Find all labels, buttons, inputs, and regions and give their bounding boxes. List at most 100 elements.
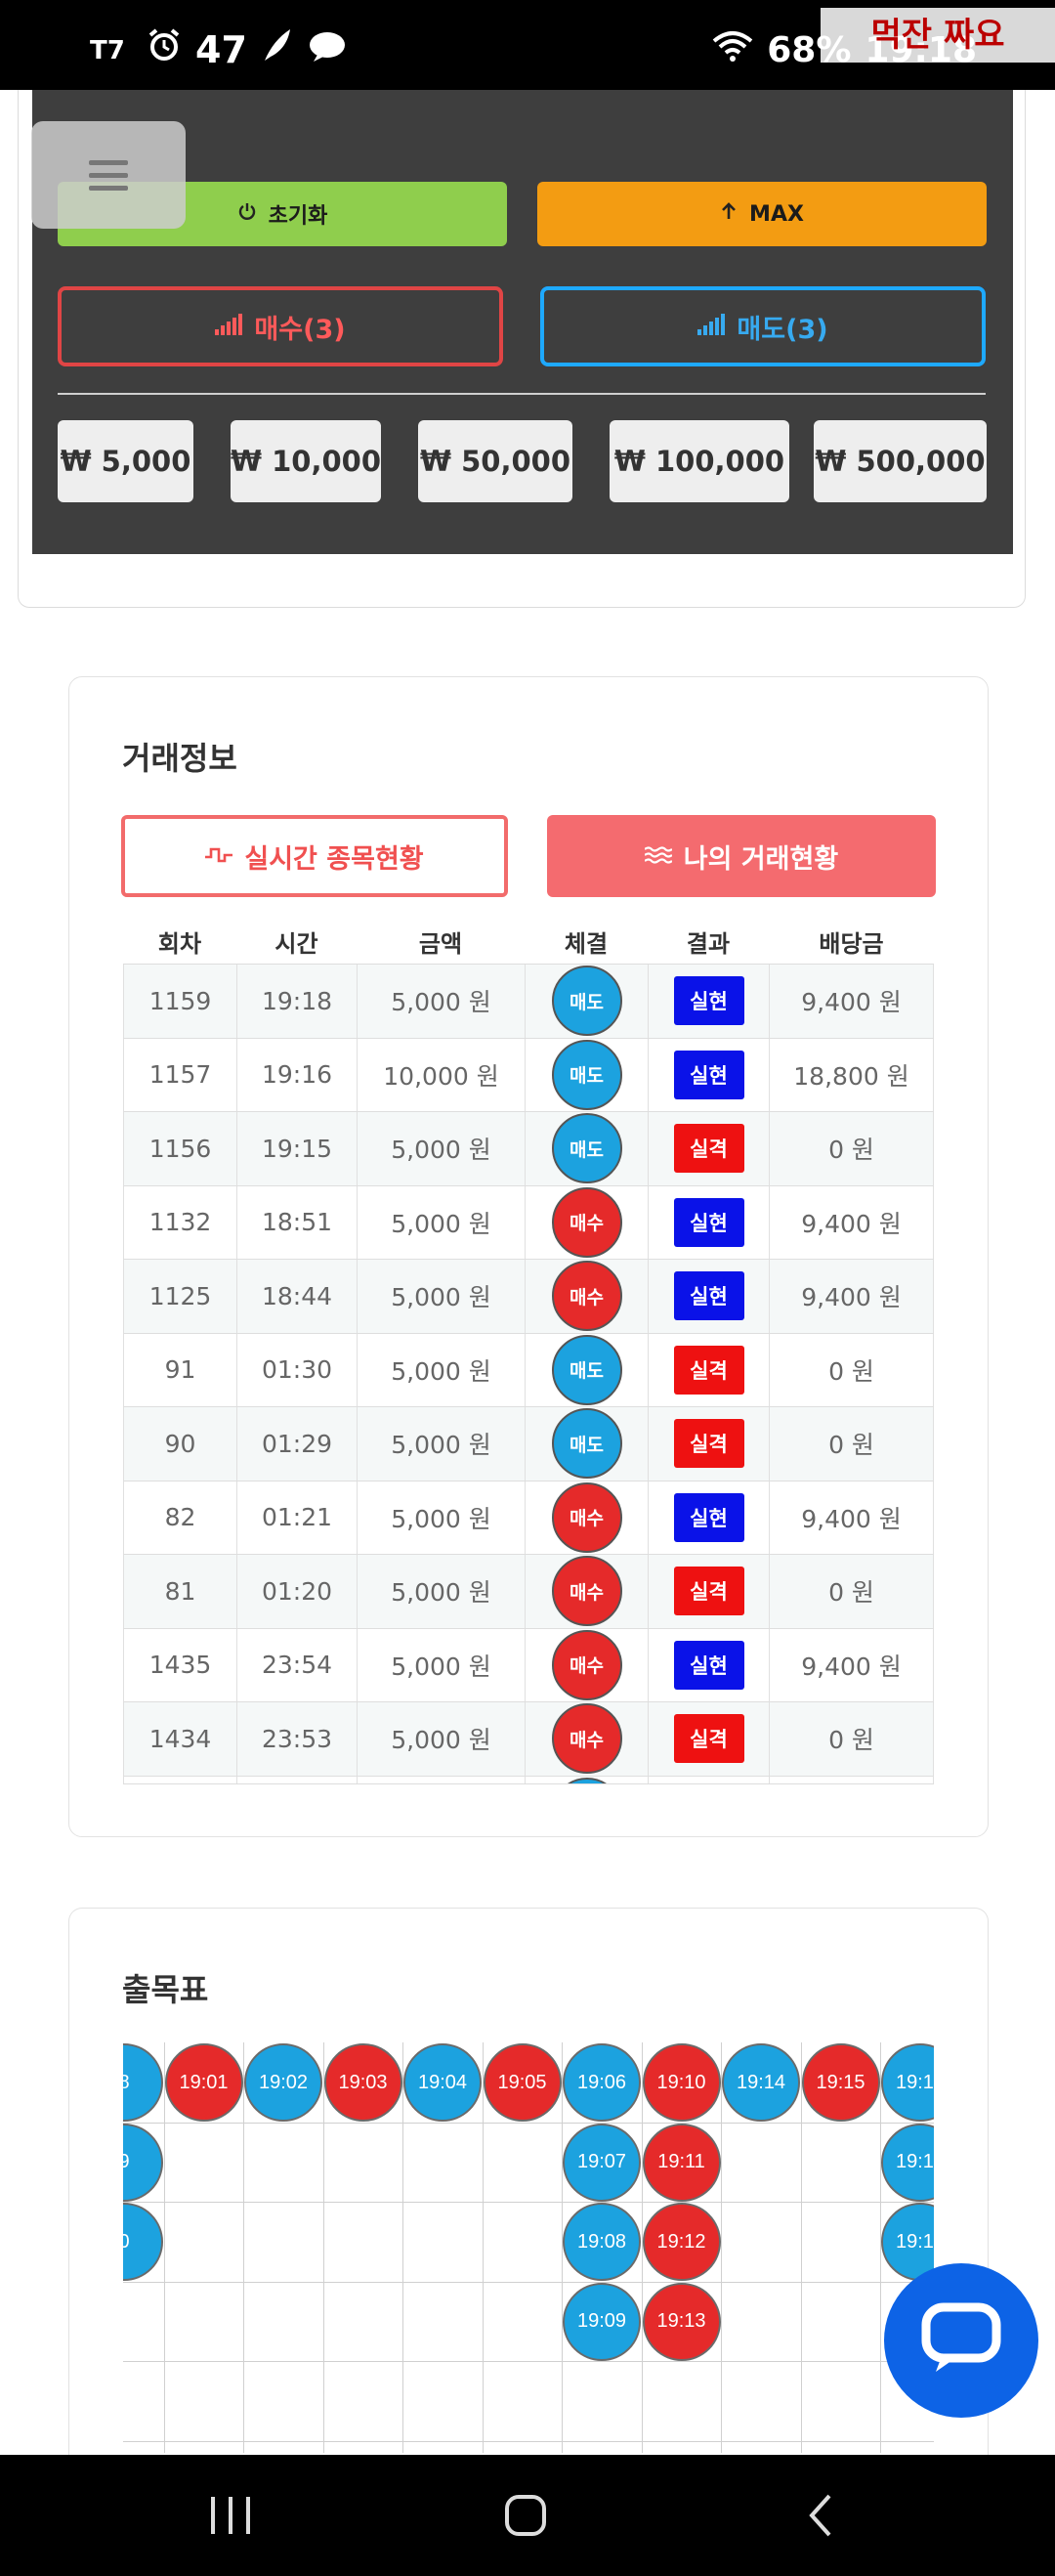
- cell-result: 실현: [648, 1038, 769, 1111]
- header-round: 회차: [157, 930, 202, 958]
- sell-badge: 매도: [551, 966, 622, 1037]
- result-ball-blue: 19:16: [881, 2043, 934, 2122]
- status-bar: T7 47 68% 19:18 먹잔 짜요: [0, 0, 1055, 90]
- cell-amount: 5,000 원: [357, 1628, 525, 1701]
- failed-badge: 실격: [673, 1124, 744, 1174]
- table-row: 82 01:21 5,000 원 매수 실현 9,400 원: [123, 1481, 934, 1555]
- result-ball-blue: 19:06: [563, 2043, 641, 2122]
- sell-badge: 매도: [551, 1113, 622, 1184]
- cell-payout: 0 원: [769, 1333, 934, 1406]
- tab-live-status[interactable]: 실시간 종목현황: [121, 815, 508, 897]
- cell-payout: 9,400 원: [769, 1260, 934, 1333]
- amount-button-50000[interactable]: ₩ 50,000: [418, 420, 572, 502]
- cell-execution: 매도: [525, 1333, 648, 1406]
- cell-payout: 0 원: [769, 1112, 934, 1185]
- header-result: 결과: [686, 930, 731, 958]
- table-row: 1434 23:53 5,000 원 매수 실격 0 원: [123, 1702, 934, 1777]
- cell-time: 01:30: [236, 1333, 357, 1406]
- cell-amount: 5,000 원: [357, 1333, 525, 1406]
- cell-payout: 9,400 원: [769, 965, 934, 1038]
- cell-time: 01:20: [236, 1555, 357, 1628]
- cell-time: 19:16: [236, 1038, 357, 1111]
- signal-bars-icon: [215, 312, 243, 342]
- table-row: 91 01:30 5,000 원 매도 실격 0 원: [123, 1333, 934, 1407]
- cell-execution: 매수: [525, 1481, 648, 1554]
- table-row: 1435 23:54 5,000 원 매수 실현 9,400 원: [123, 1628, 934, 1702]
- header-execution: 체결: [564, 930, 609, 958]
- cell-execution: 매도: [525, 1407, 648, 1481]
- panel-divider: [58, 393, 986, 395]
- cell-execution: 매도: [525, 1112, 648, 1185]
- realized-badge: 실현: [673, 1640, 744, 1690]
- header-amount: 금액: [418, 930, 463, 958]
- hamburger-line: [89, 172, 128, 178]
- result-ball-blue: 19:08: [563, 2203, 641, 2281]
- sell-badge: 매도: [551, 1777, 622, 1783]
- amount-button-500000[interactable]: ₩ 500,000: [814, 420, 987, 502]
- svg-text:T7: T7: [90, 36, 125, 63]
- cell-execution: 매수: [525, 1260, 648, 1333]
- table-row: 1125 18:44 5,000 원 매수 실현 9,400 원: [123, 1260, 934, 1334]
- cell-amount: 5,000 원: [357, 1112, 525, 1185]
- cell-payout: 0 원: [769, 1407, 934, 1481]
- cell-payout: 0 원: [769, 1702, 934, 1776]
- table-row: 1156 19:15 5,000 원 매도 실격 0 원: [123, 1112, 934, 1186]
- cell-payout: [769, 1776, 934, 1783]
- tab-live-label: 실시간 종목현황: [244, 843, 424, 875]
- navigation-bar: [0, 2455, 1055, 2576]
- wifi-icon: [712, 29, 753, 71]
- cell-result: 실현: [648, 1185, 769, 1259]
- watermark-logo: 먹잔 짜요: [821, 8, 1055, 63]
- table-row: 90 01:29 5,000 원 매도 실격 0 원: [123, 1407, 934, 1481]
- sell-button[interactable]: 매도(3): [540, 286, 986, 366]
- buy-label: 매수(3): [254, 314, 346, 345]
- cell-time: 19:15: [236, 1112, 357, 1185]
- result-ball-red: 19:05: [483, 2043, 562, 2122]
- cell-execution: 매도: [525, 965, 648, 1038]
- signal-bars-icon: [697, 312, 726, 342]
- app-notification-icon: T7: [90, 28, 133, 71]
- hamburger-menu-button[interactable]: [31, 121, 186, 229]
- cell-round: 1132: [123, 1185, 236, 1259]
- pulse-icon: [205, 841, 233, 872]
- cell-round: 91: [123, 1333, 236, 1406]
- grid-line: [123, 2122, 934, 2124]
- power-icon: [237, 201, 257, 227]
- tab-mine-label: 나의 거래현황: [683, 843, 839, 875]
- cell-round: 90: [123, 1407, 236, 1481]
- chat-button[interactable]: [884, 2263, 1038, 2418]
- cell-result: 실격: [648, 1112, 769, 1185]
- buy-badge: 매수: [551, 1261, 622, 1332]
- result-ball-blue: 19:18: [881, 2203, 934, 2281]
- chat-bubble-icon: [308, 28, 347, 71]
- cell-round: 1156: [123, 1112, 236, 1185]
- cell-time: 18:51: [236, 1185, 357, 1259]
- home-button[interactable]: [486, 2484, 565, 2547]
- sell-badge: 매도: [551, 1334, 622, 1405]
- grid-line: [880, 2042, 881, 2453]
- grid-line: [123, 2440, 934, 2442]
- max-button[interactable]: MAX: [537, 182, 987, 246]
- amount-button-5000[interactable]: ₩ 5,000: [58, 420, 193, 502]
- cell-execution: 매수: [525, 1628, 648, 1701]
- header-time: 시간: [274, 930, 318, 958]
- cell-amount: 5,000 원: [357, 1555, 525, 1628]
- failed-badge: 실격: [673, 1567, 744, 1616]
- cell-execution: 매도: [525, 1776, 648, 1783]
- tab-my-trades[interactable]: 나의 거래현황: [547, 815, 936, 897]
- back-button[interactable]: [781, 2484, 860, 2547]
- buy-button[interactable]: 매수(3): [58, 286, 503, 366]
- hamburger-line: [89, 159, 128, 165]
- trade-info-title: 거래정보: [122, 740, 237, 777]
- recent-apps-button[interactable]: [191, 2484, 270, 2547]
- buy-badge: 매수: [551, 1556, 622, 1627]
- table-row: 1132 18:51 5,000 원 매수 실현 9,400 원: [123, 1185, 934, 1260]
- trade-table[interactable]: 1159 19:18 5,000 원 매도 실현 9,400 원 1157 19:16 10,0…: [123, 964, 934, 1784]
- buy-badge: 매수: [551, 1629, 622, 1700]
- cell-result: 실격: [648, 1407, 769, 1481]
- cell-time: 23:53: [236, 1702, 357, 1776]
- cell-result: 실현: [648, 1628, 769, 1701]
- amount-button-10000[interactable]: ₩ 10,000: [231, 420, 381, 502]
- amount-button-100000[interactable]: ₩ 100,000: [610, 420, 789, 502]
- sell-label: 매도(3): [737, 314, 828, 345]
